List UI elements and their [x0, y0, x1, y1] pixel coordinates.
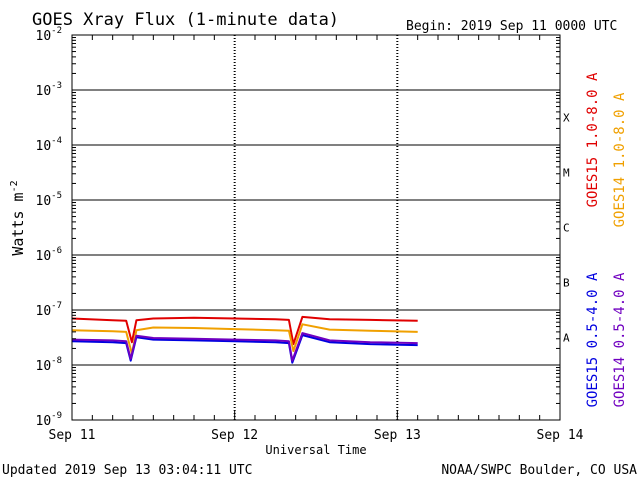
legend-entry-3: GOES15 0.5-4.0 A: [585, 272, 601, 407]
y-tick-exponent: -5: [51, 191, 62, 201]
y-tick-mantissa: 10: [36, 304, 52, 319]
y-tick-label: 10-9: [36, 411, 63, 429]
x-axis-label: Universal Time: [265, 443, 366, 457]
x-tick-label: Sep 12: [211, 428, 258, 443]
y-axis-label-text: Watts m: [9, 192, 27, 255]
y-tick-exponent: -4: [51, 136, 62, 146]
legend: GOES15 1.0-8.0 A GOES14 1.0-8.0 A GOES15 0…: [585, 72, 628, 407]
y-tick-mantissa: 10: [36, 139, 52, 154]
y-tick-exponent: -6: [51, 246, 62, 256]
plot-grid: [72, 35, 560, 420]
chart-title: GOES Xray Flux (1-minute data): [32, 10, 339, 30]
flare-class-a: A: [563, 332, 570, 345]
credit-label: NOAA/SWPC Boulder, CO USA: [441, 463, 637, 478]
axis-ticks: [71, 35, 561, 420]
y-axis-label-exponent: -2: [9, 180, 20, 192]
y-tick-exponent: -8: [51, 356, 62, 366]
flare-class-x: X: [563, 112, 570, 125]
y-tick-exponent: -9: [51, 411, 62, 421]
series-line-4: [71, 332, 418, 362]
y-tick-label: 10-3: [36, 81, 63, 99]
y-tick-labels: 10-210-310-410-510-610-710-810-9: [36, 26, 63, 429]
x-tick-label: Sep 14: [537, 428, 584, 443]
y-tick-label: 10-8: [36, 356, 63, 374]
flare-class-c: C: [563, 222, 570, 235]
flare-class-labels: X M C B A: [563, 112, 570, 345]
x-tick-labels: Sep 11 Sep 12 Sep 13 Sep 14: [49, 428, 584, 443]
x-tick-label: Sep 11: [49, 428, 96, 443]
series-line-2: [71, 323, 418, 355]
y-tick-exponent: -7: [51, 301, 62, 311]
y-tick-label: 10-6: [36, 246, 63, 264]
legend-entry-2: GOES14 1.0-8.0 A: [612, 92, 628, 227]
y-tick-label: 10-4: [36, 136, 63, 154]
y-tick-exponent: -3: [51, 81, 62, 91]
y-tick-mantissa: 10: [36, 249, 52, 264]
plot-frame: [71, 34, 561, 421]
x-tick-label: Sep 13: [374, 428, 421, 443]
begin-label: Begin: 2019 Sep 11 0000 UTC: [406, 19, 617, 34]
series-layer: [71, 315, 418, 364]
y-tick-label: 10-2: [36, 26, 63, 44]
y-tick-exponent: -2: [51, 26, 62, 36]
y-tick-mantissa: 10: [36, 414, 52, 429]
y-axis-label: Watts m-2: [9, 180, 27, 255]
y-tick-label: 10-7: [36, 301, 63, 319]
y-tick-mantissa: 10: [36, 29, 52, 44]
flare-class-m: M: [563, 167, 570, 180]
y-tick-mantissa: 10: [36, 359, 52, 374]
series-line-1: [71, 315, 418, 346]
updated-label: Updated 2019 Sep 13 03:04:11 UTC: [2, 463, 252, 478]
y-tick-mantissa: 10: [36, 84, 52, 99]
y-tick-mantissa: 10: [36, 194, 52, 209]
legend-entry-4: GOES14 0.5-4.0 A: [612, 272, 628, 407]
flare-class-b: B: [563, 277, 570, 290]
legend-entry-1: GOES15 1.0-8.0 A: [585, 72, 601, 207]
y-tick-label: 10-5: [36, 191, 63, 209]
